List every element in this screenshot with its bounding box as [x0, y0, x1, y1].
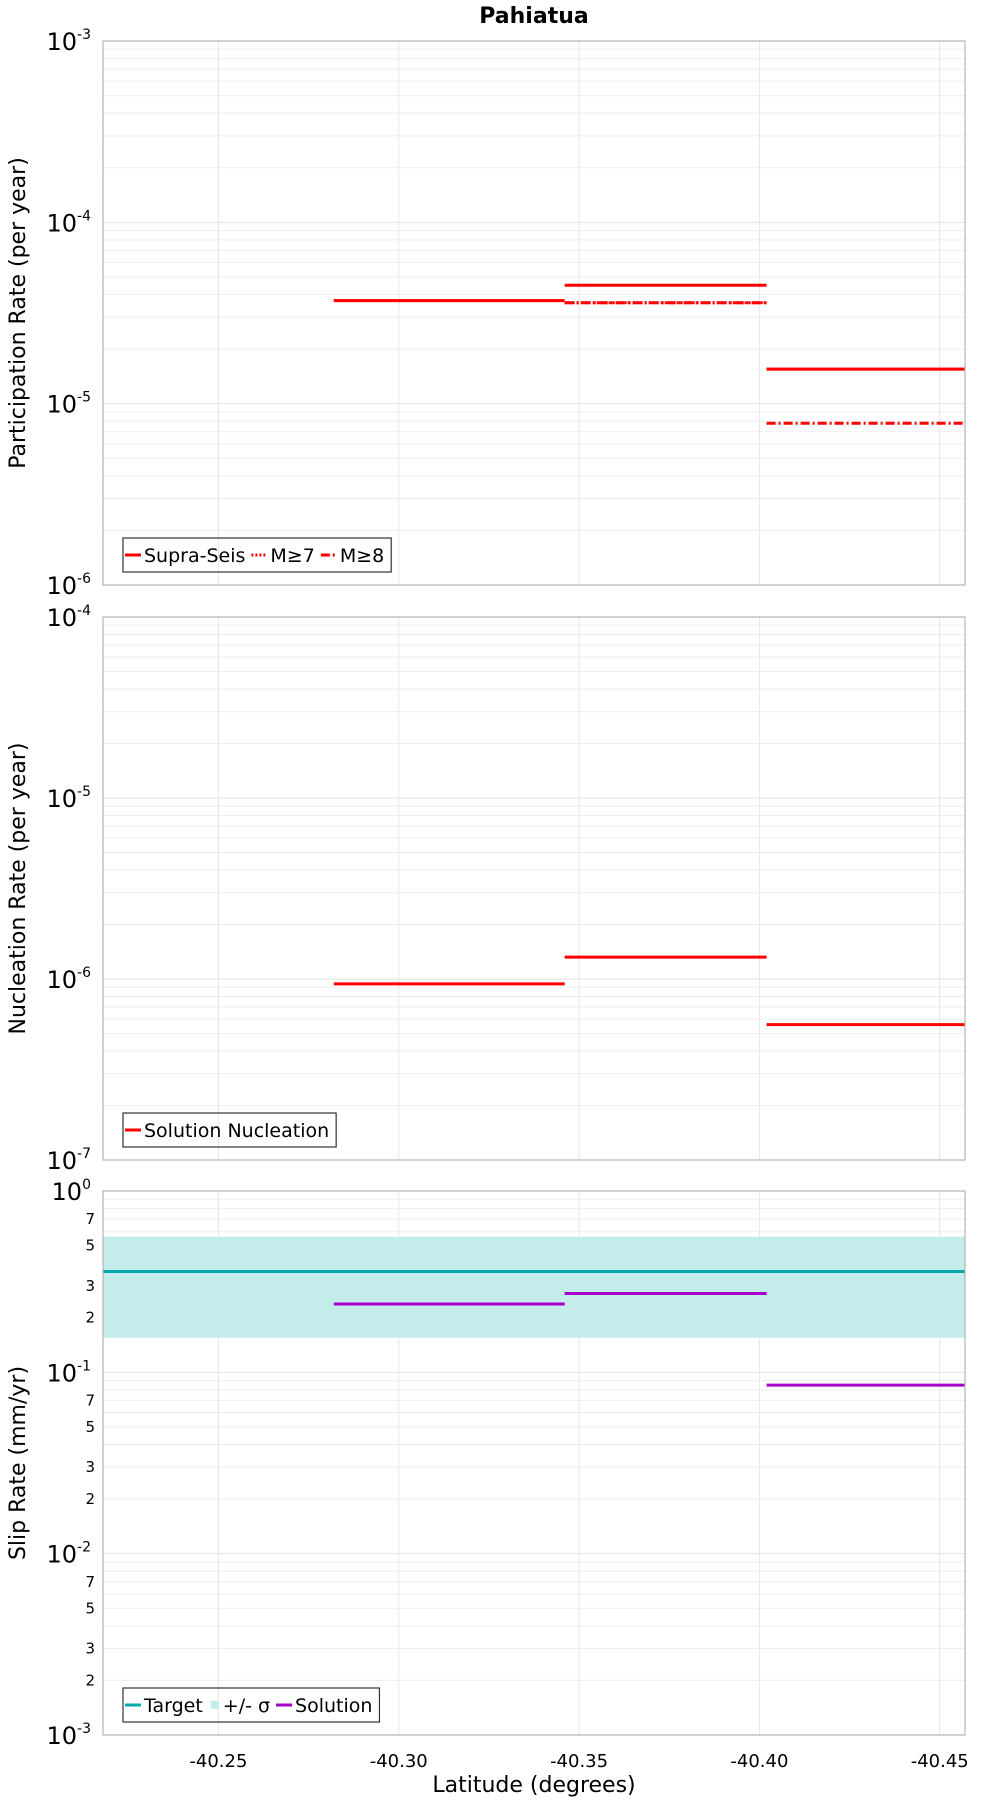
panel-2: 10-4 10-5 10-6 10-7 Nucleation Rate (per yea…: [6, 603, 966, 1175]
x-tick-label: -40.45: [911, 1751, 969, 1772]
legend-label: Solution: [295, 1695, 372, 1717]
legend: Solution Nucleation: [122, 1112, 337, 1148]
y-minor-tick-label: 3: [85, 1639, 95, 1657]
y-minor-tick-label: 5: [85, 1418, 95, 1436]
y-minor-tick-label: 5: [85, 1237, 95, 1255]
panel-3: 100 10-1 10-2 10-3 2 3 5 7 2 3 5 7 2 3 5 7 Slip Rate (mm…: [6, 1177, 969, 1798]
legend-label: Target: [143, 1695, 203, 1717]
y-minor-tick-label: 2: [85, 1490, 95, 1508]
y-tick-label: 10-6: [46, 571, 91, 600]
legend: Target +/- σ Solution: [122, 1687, 381, 1723]
y-axis-label: Slip Rate (mm/yr): [6, 1366, 31, 1560]
plot-frame: [102, 616, 966, 1161]
panel-1: 10-3 10-4 10-5 10-6 Participation Rate (per …: [6, 4, 966, 600]
legend-label: Solution Nucleation: [144, 1120, 329, 1142]
y-axis-label: Participation Rate (per year): [6, 157, 31, 469]
y-tick-label: 10-4: [46, 603, 91, 632]
chart-title: Pahiatua: [479, 4, 588, 29]
legend-label: M≥7: [270, 545, 314, 567]
x-axis-label: Latitude (degrees): [432, 1773, 635, 1798]
y-tick-label: 10-7: [46, 1146, 91, 1175]
y-tick-label: 10-3: [46, 1721, 91, 1750]
y-tick-label: 10-4: [46, 208, 91, 237]
legend: Supra-Seis M≥7 M≥8: [122, 537, 392, 573]
y-tick-label: 100: [52, 1177, 91, 1206]
legend-label: Supra-Seis: [144, 545, 245, 567]
y-minor-tick-label: 7: [85, 1573, 95, 1591]
legend-swatch: [210, 1701, 219, 1709]
y-minor-tick-label: 7: [85, 1391, 95, 1409]
sigma-band: [103, 1236, 965, 1338]
x-tick-label: -40.30: [370, 1751, 428, 1772]
y-tick-label: 10-5: [46, 784, 91, 813]
legend-box: [122, 1687, 381, 1723]
y-minor-tick-label: 3: [85, 1277, 95, 1295]
y-tick-label: 10-3: [46, 27, 91, 56]
plot-frame: [102, 1190, 966, 1736]
legend-label: M≥8: [340, 545, 384, 567]
plot-frame: [102, 40, 966, 586]
y-minor-tick-label: 3: [85, 1458, 95, 1476]
legend-box: [122, 1112, 337, 1148]
x-tick-label: -40.40: [730, 1751, 788, 1772]
legend-label: +/- σ: [223, 1695, 270, 1717]
x-tick-label: -40.35: [550, 1751, 608, 1772]
legend-box: [122, 537, 392, 573]
y-minor-tick-label: 2: [85, 1309, 95, 1327]
y-axis-label: Nucleation Rate (per year): [6, 743, 31, 1035]
y-tick-label: 10-1: [46, 1358, 91, 1387]
y-tick-label: 10-2: [46, 1540, 91, 1569]
y-minor-tick-label: 7: [85, 1210, 95, 1228]
y-tick-label: 10-5: [46, 390, 91, 419]
y-minor-tick-label: 2: [85, 1671, 95, 1689]
x-tick-label: -40.25: [189, 1751, 247, 1772]
y-minor-tick-label: 5: [85, 1599, 95, 1617]
y-tick-label: 10-6: [46, 965, 91, 994]
